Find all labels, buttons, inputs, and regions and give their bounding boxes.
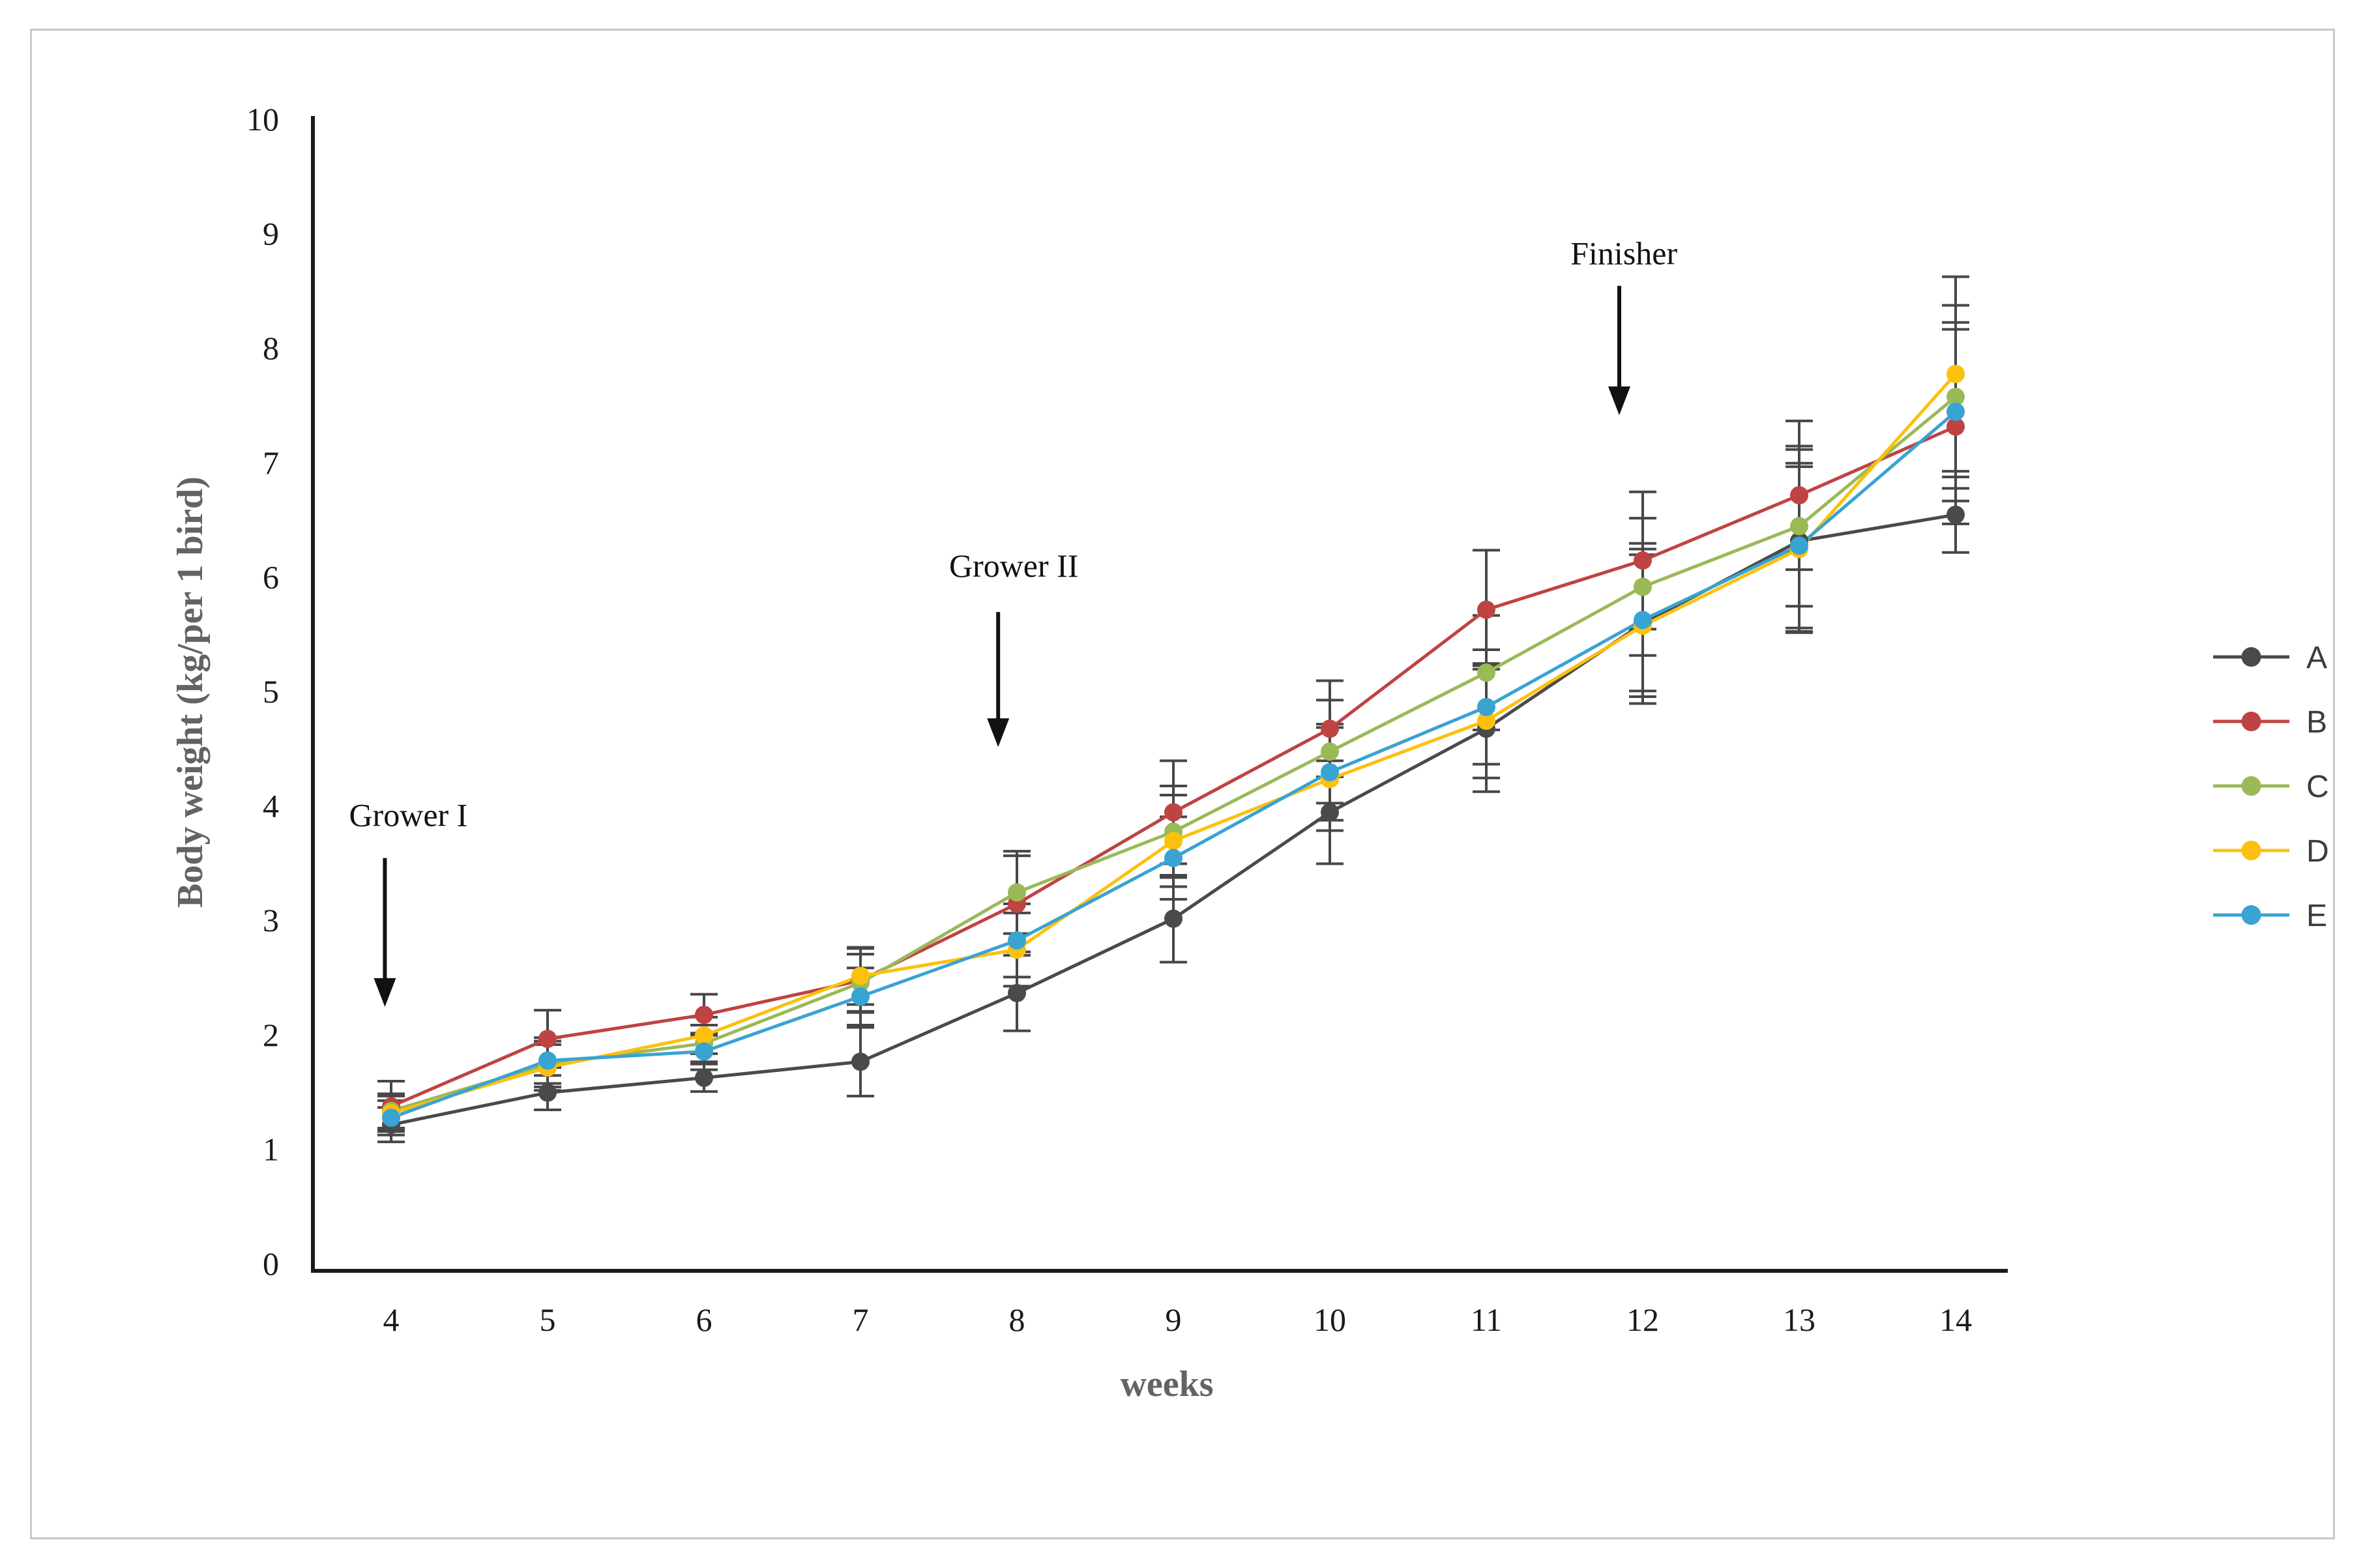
legend-label: D <box>2306 834 2329 869</box>
data-point-A <box>1008 983 1026 1002</box>
x-tick-label: 11 <box>1471 1301 1502 1338</box>
x-tick-label: 9 <box>1166 1301 1182 1338</box>
x-tick-label: 4 <box>383 1301 400 1338</box>
y-tick-label: 0 <box>263 1245 279 1282</box>
legend-label: A <box>2306 641 2327 675</box>
y-tick-label: 9 <box>263 216 279 252</box>
x-tick-label: 6 <box>696 1301 712 1338</box>
data-point-A <box>1321 803 1339 822</box>
series-line-D <box>390 373 1957 1115</box>
legend-marker <box>2241 841 2261 860</box>
x-axis-title: weeks <box>1120 1364 1213 1404</box>
data-point-E <box>1634 611 1652 630</box>
x-tick-label: 12 <box>1626 1301 1659 1338</box>
y-tick-label: 7 <box>263 444 279 481</box>
y-tick-label: 4 <box>263 788 279 824</box>
data-point-D <box>1946 364 1965 383</box>
y-axis-title: Body weight (kg/per 1 bird) <box>170 476 211 908</box>
annotation-label: Finisher <box>1570 235 1677 271</box>
x-tick-label: 10 <box>1314 1301 1346 1338</box>
figure-frame <box>30 29 2335 1539</box>
y-tick-label: 10 <box>246 101 279 138</box>
legend-item-D: D <box>2213 834 2329 869</box>
annotation-label: Grower II <box>949 547 1079 584</box>
data-point-E <box>382 1109 400 1127</box>
y-tick-label: 3 <box>263 902 279 938</box>
data-point-A <box>538 1083 557 1102</box>
data-point-C <box>1321 742 1339 761</box>
legend-item-A: A <box>2213 641 2327 675</box>
data-point-B <box>1321 719 1339 738</box>
data-point-E <box>1946 402 1965 421</box>
data-point-B <box>1790 486 1808 504</box>
data-point-E <box>1477 697 1495 716</box>
data-point-E <box>1321 762 1339 781</box>
data-point-B <box>1477 600 1495 619</box>
legend-label: E <box>2306 899 2327 933</box>
data-point-C <box>1634 577 1652 596</box>
x-tick-label: 5 <box>540 1301 556 1338</box>
data-point-E <box>1790 536 1808 555</box>
data-point-E <box>851 987 870 1006</box>
data-point-C <box>1477 663 1495 682</box>
annotation-arrow-head <box>374 978 396 1007</box>
legend-item-C: C <box>2213 770 2329 804</box>
data-point-E <box>538 1051 557 1070</box>
data-point-B <box>695 1006 713 1024</box>
data-point-B <box>538 1030 557 1049</box>
data-point-C <box>1008 883 1026 902</box>
x-tick-label: 13 <box>1783 1301 1815 1338</box>
legend-label: B <box>2306 705 2327 740</box>
y-tick-label: 6 <box>263 559 279 595</box>
data-point-D <box>1164 832 1182 850</box>
x-tick-label: 14 <box>1939 1301 1972 1338</box>
data-point-A <box>695 1068 713 1087</box>
y-tick-label: 1 <box>263 1131 279 1167</box>
legend-marker <box>2241 647 2261 667</box>
data-point-B <box>1164 803 1182 822</box>
data-point-E <box>695 1042 713 1061</box>
data-point-A <box>1946 505 1965 524</box>
x-tick-label: 8 <box>1009 1301 1025 1338</box>
data-point-B <box>1634 551 1652 570</box>
legend-marker <box>2241 905 2261 925</box>
data-point-D <box>695 1026 713 1045</box>
y-tick-label: 2 <box>263 1017 279 1053</box>
data-point-C <box>1790 517 1808 536</box>
legend-item-E: E <box>2213 899 2327 933</box>
series-line-C <box>390 396 1957 1113</box>
data-point-C <box>1946 387 1965 406</box>
y-tick-label: 8 <box>263 330 279 366</box>
data-point-B <box>1946 417 1965 436</box>
annotation-label: Grower I <box>349 797 467 834</box>
data-point-A <box>851 1053 870 1071</box>
y-tick-label: 5 <box>263 673 279 710</box>
annotation-arrow-head <box>1608 386 1630 416</box>
annotation-arrow-head <box>987 718 1010 748</box>
x-tick-label: 7 <box>853 1301 869 1338</box>
legend-label: C <box>2306 770 2329 804</box>
legend-item-B: B <box>2213 705 2327 740</box>
data-point-E <box>1164 849 1182 867</box>
data-point-D <box>1477 711 1495 730</box>
data-point-D <box>851 966 870 985</box>
legend-marker <box>2241 776 2261 796</box>
data-point-A <box>1164 909 1182 928</box>
data-point-E <box>1008 931 1026 950</box>
legend-marker <box>2241 712 2261 731</box>
